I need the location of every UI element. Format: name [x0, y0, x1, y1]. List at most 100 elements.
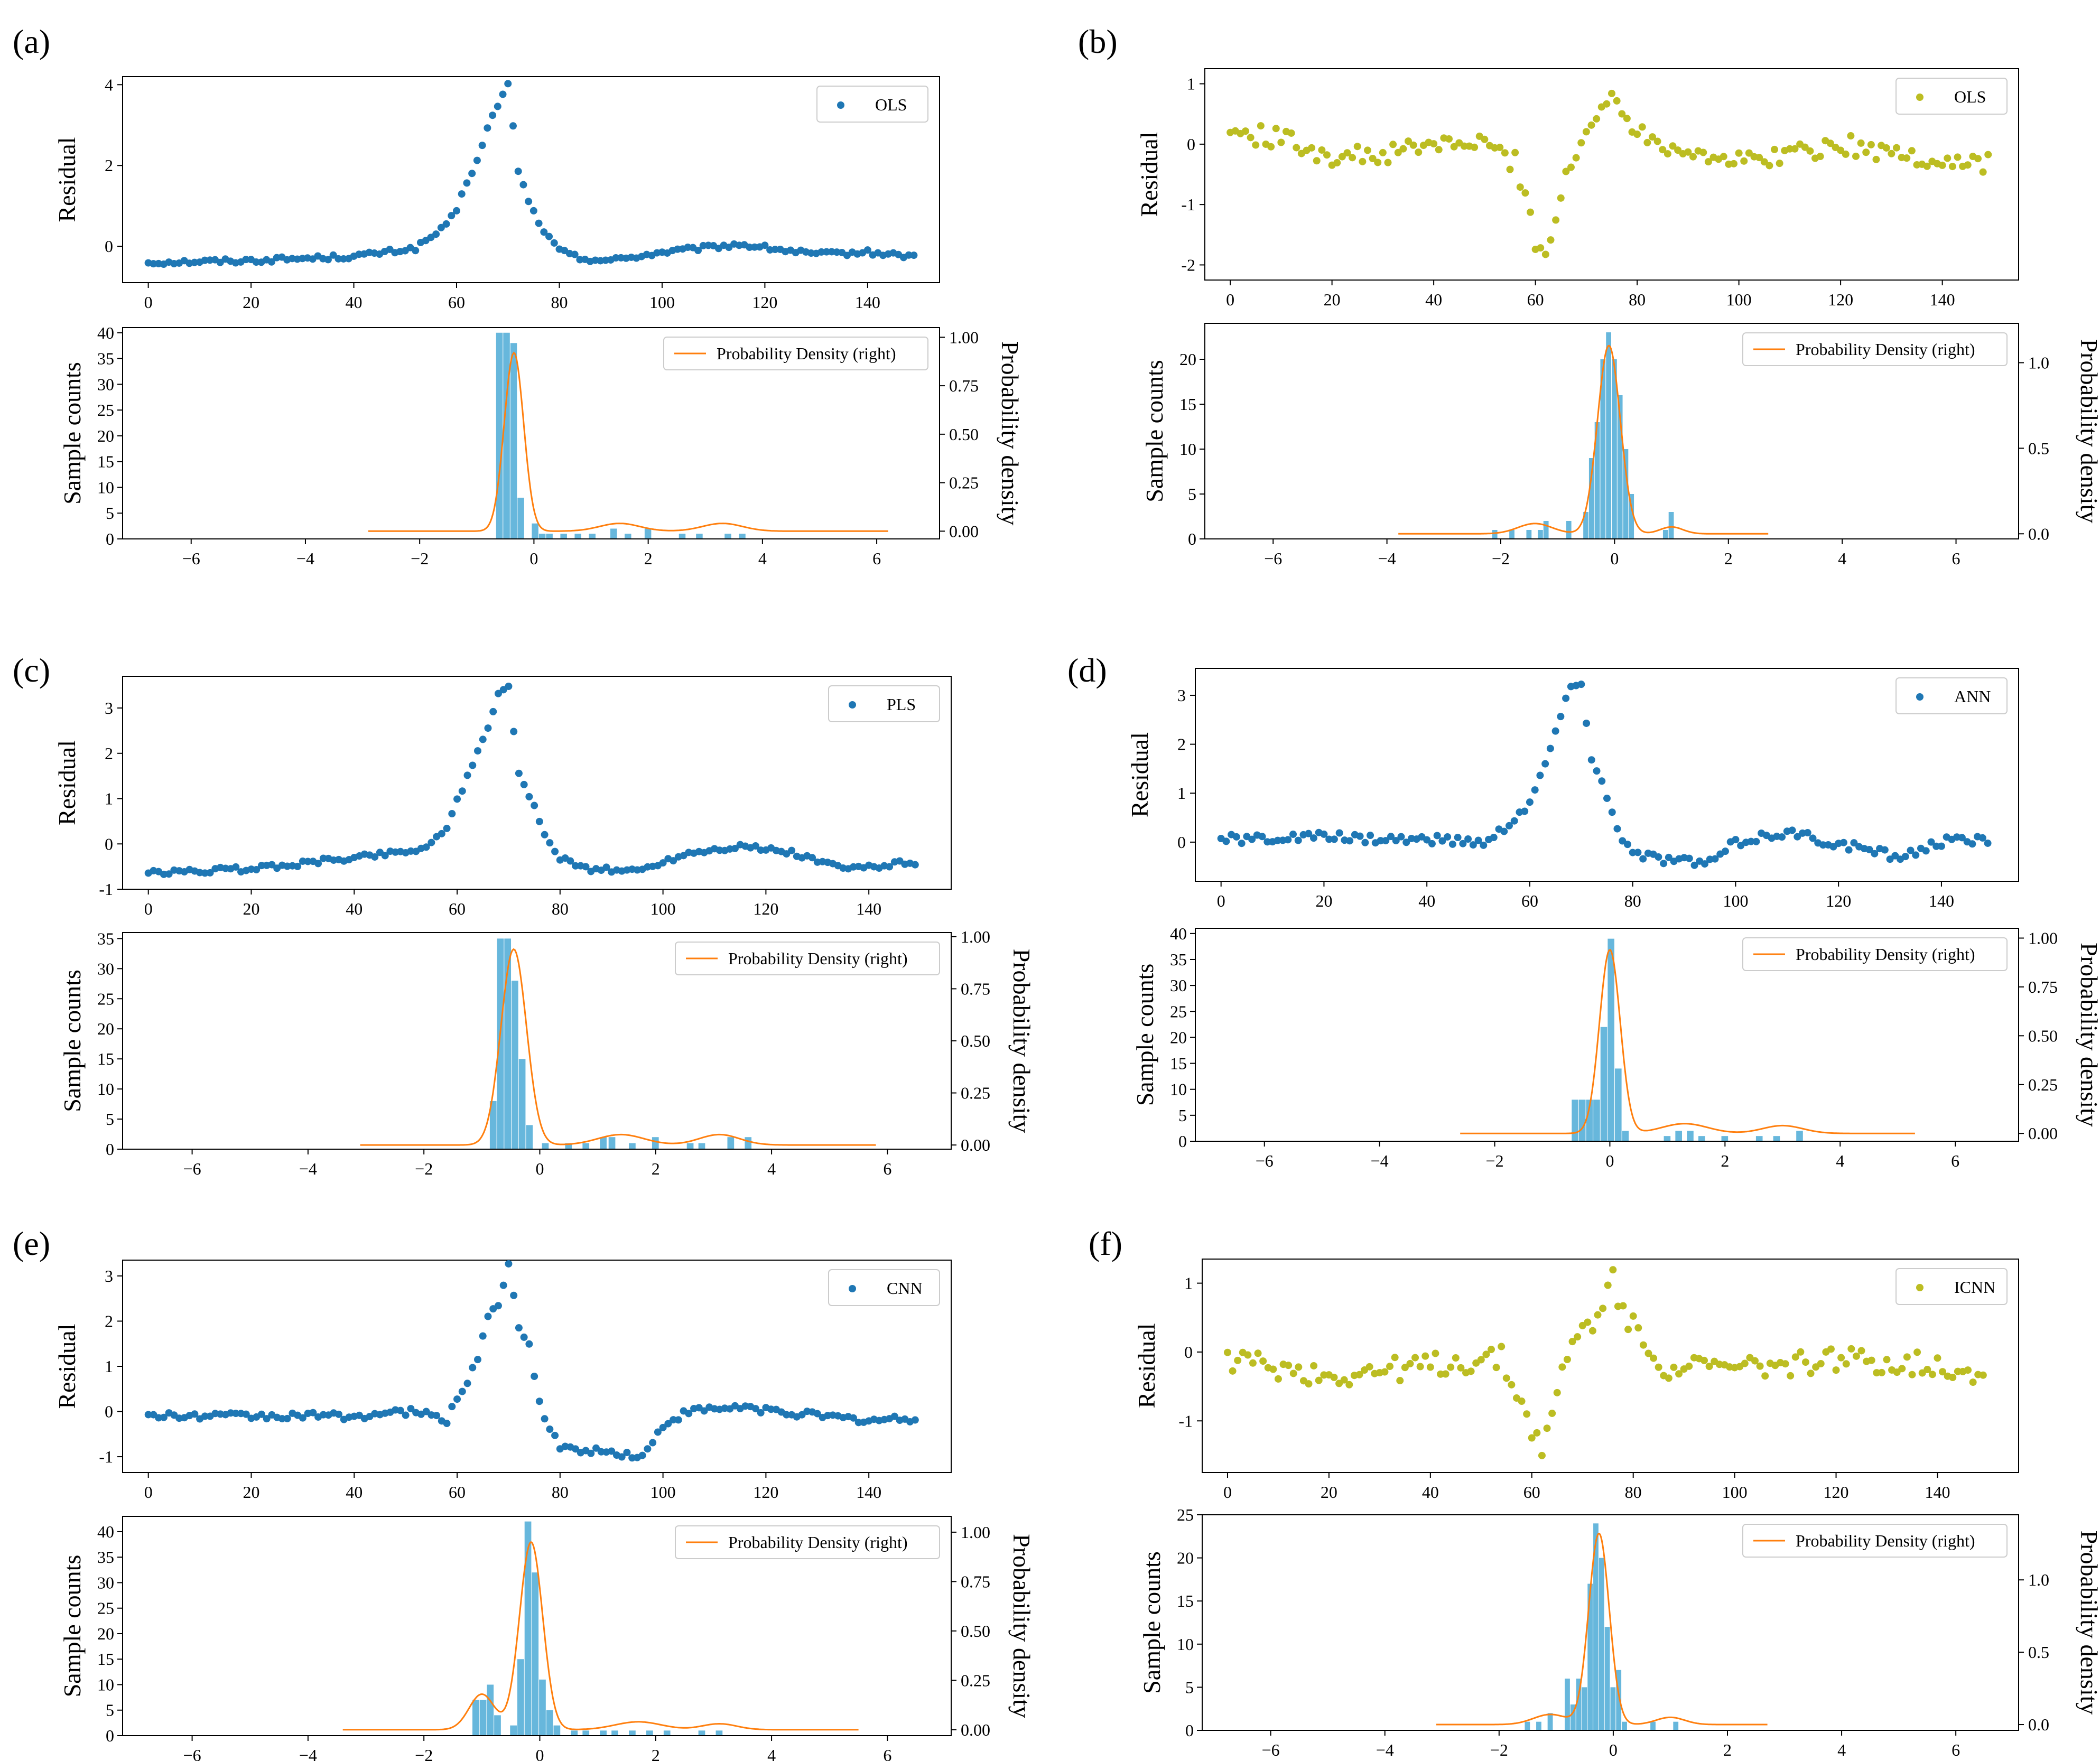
- y-axis-label: Sample counts: [1138, 1551, 1165, 1694]
- y2-tick-label: 0.50: [2028, 1026, 2058, 1045]
- histogram-bar: [565, 1143, 572, 1149]
- residual-point: [1903, 1353, 1911, 1361]
- scatter-legend: PLS: [828, 685, 940, 722]
- histogram-bar: [600, 1730, 607, 1736]
- density-curve: [1398, 344, 1769, 535]
- residual-point: [1653, 137, 1661, 145]
- residual-point: [1557, 713, 1565, 721]
- residual-point: [1747, 837, 1755, 845]
- residual-point: [1528, 1434, 1536, 1442]
- residual-point: [371, 853, 379, 861]
- residual-point: [1732, 836, 1740, 844]
- histogram-bar: [1588, 458, 1594, 539]
- x-tick-label: −4: [1371, 1151, 1389, 1170]
- y-tick-label: 0: [106, 529, 114, 548]
- x-tick-label: 40: [1422, 1483, 1439, 1502]
- residual-point: [1852, 152, 1860, 160]
- residual-point: [1433, 832, 1441, 840]
- residual-point: [1979, 168, 1987, 176]
- residual-point: [1984, 839, 1992, 847]
- histogram-bar: [517, 497, 524, 539]
- residual-point: [746, 244, 754, 251]
- residual-point: [638, 1451, 646, 1459]
- residual-point: [314, 860, 322, 868]
- residual-point: [515, 1324, 523, 1332]
- residual-point: [1974, 155, 1982, 163]
- residual-point: [268, 861, 276, 869]
- residual-point: [1289, 830, 1297, 838]
- residual-point: [1659, 146, 1667, 154]
- histogram-plot: −6 −4 −2 0 2 4 6 0 5 10 15 20 25 30 35 40 0.00 0.25 0.50 0.…: [59, 1516, 1035, 1761]
- residual-point: [1650, 1354, 1658, 1362]
- y2-tick-label: 0.00: [2028, 1124, 2058, 1143]
- x-tick-label: 120: [1826, 891, 1851, 910]
- residual-point: [823, 248, 831, 256]
- residual-point: [463, 771, 471, 779]
- residual-point: [551, 1431, 559, 1439]
- plot-frame: [1195, 668, 2019, 882]
- residual-point: [664, 1420, 672, 1428]
- residual-point: [1500, 827, 1508, 835]
- x-tick-label: −6: [182, 549, 200, 568]
- x-tick-label: 100: [651, 899, 676, 918]
- histogram-bar: [1673, 1721, 1679, 1730]
- y2-axis-label: Probability density: [997, 341, 1024, 526]
- y-tick-label: -1: [1181, 195, 1195, 214]
- x-tick-label: 80: [552, 899, 569, 918]
- residual-point: [1776, 160, 1783, 167]
- histogram-bar: [600, 1137, 607, 1149]
- x-tick-label: 4: [758, 549, 767, 568]
- residual-point: [453, 1395, 461, 1403]
- histogram-bar: [1668, 512, 1674, 539]
- residual-point: [1369, 154, 1377, 162]
- legend-box: [1895, 78, 2008, 115]
- residual-point: [484, 1312, 492, 1320]
- residual-point: [1816, 153, 1824, 161]
- histogram-bar: [517, 1659, 524, 1736]
- x-tick-label: 100: [1726, 290, 1752, 309]
- residual-point: [510, 728, 518, 735]
- histogram-bar: [1543, 521, 1549, 539]
- residual-point: [694, 247, 702, 255]
- residual-point: [1699, 148, 1707, 156]
- residual-point: [540, 228, 548, 236]
- scatter-legend: ANN: [1895, 677, 2008, 714]
- x-tick-label: 80: [551, 293, 568, 312]
- residual-point: [1310, 1362, 1318, 1369]
- residual-point: [453, 207, 461, 215]
- x-tick-label: 2: [1721, 1151, 1729, 1170]
- residual-point: [1309, 834, 1317, 842]
- histogram-bar: [497, 938, 504, 1149]
- density-legend: Probability Density (right): [1742, 937, 2008, 971]
- histogram-bar: [1509, 530, 1514, 539]
- x-tick-label: 80: [1629, 290, 1646, 309]
- y2-tick-label: 0.00: [961, 1135, 990, 1154]
- residual-point: [1294, 836, 1302, 844]
- y-tick-label: 0: [1188, 529, 1196, 548]
- histogram-bar: [487, 1684, 494, 1736]
- y-tick-label: 10: [1177, 1635, 1194, 1654]
- residual-point: [1445, 135, 1453, 143]
- y2-tick-label: 0.0: [2028, 524, 2049, 543]
- residual-point: [1903, 154, 1911, 162]
- x-tick-label: 120: [753, 899, 778, 918]
- residual-point: [757, 846, 765, 854]
- y-tick-label: 40: [97, 1522, 114, 1541]
- residual-point: [541, 831, 549, 838]
- x-tick-label: 6: [872, 549, 881, 568]
- histogram-bar: [1538, 530, 1543, 539]
- histogram-bar: [539, 1679, 546, 1736]
- x-tick-label: 100: [1722, 1483, 1748, 1502]
- histogram-bar: [571, 1730, 578, 1736]
- residual-point: [911, 861, 919, 869]
- residual-point: [1401, 1364, 1409, 1372]
- y-tick-label: 3: [1177, 686, 1186, 705]
- residual-point: [1353, 143, 1361, 151]
- residual-point: [1862, 148, 1870, 156]
- residual-point: [1923, 162, 1931, 170]
- legend-marker: [1916, 693, 1924, 701]
- y2-axis-label: Probability density: [2076, 943, 2100, 1127]
- histogram-bar: [745, 1137, 752, 1149]
